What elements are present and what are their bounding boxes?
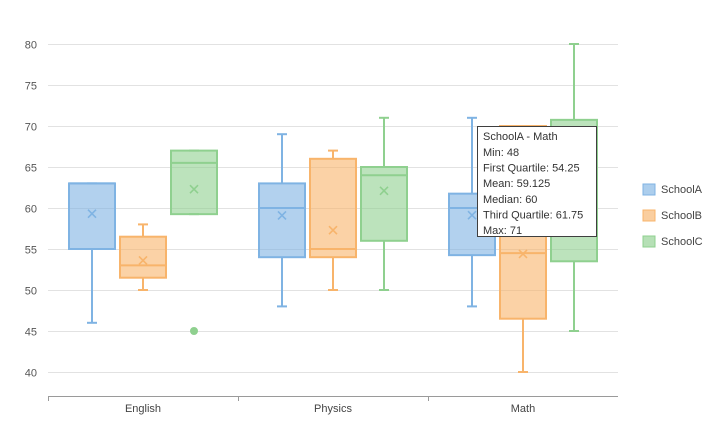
legend-item-SchoolB[interactable]: SchoolB bbox=[642, 209, 702, 222]
legend-label: SchoolB bbox=[661, 210, 702, 222]
legend: SchoolA SchoolB SchoolC bbox=[642, 183, 703, 248]
tooltip-title: SchoolA - Math bbox=[483, 131, 558, 143]
tooltip-line: First Quartile: 54.25 bbox=[483, 163, 580, 175]
outlier-point[interactable] bbox=[190, 327, 198, 335]
y-tick-label: 55 bbox=[25, 245, 37, 257]
mean-marker bbox=[87, 209, 97, 219]
box-body[interactable] bbox=[170, 149, 218, 216]
tooltip-line: Third Quartile: 61.75 bbox=[483, 209, 583, 221]
mean-marker bbox=[328, 225, 338, 235]
legend-swatch bbox=[642, 183, 656, 196]
legend-label: SchoolC bbox=[661, 236, 703, 248]
y-tick-label: 40 bbox=[25, 368, 37, 380]
tooltip-box bbox=[477, 126, 597, 237]
box-SchoolC-English[interactable] bbox=[170, 149, 218, 335]
box-body[interactable] bbox=[309, 157, 357, 259]
box-body[interactable] bbox=[360, 166, 408, 242]
y-tick-label: 70 bbox=[25, 122, 37, 134]
tooltip-line: Median: 60 bbox=[483, 194, 537, 206]
box-body[interactable] bbox=[258, 182, 306, 259]
y-tick-label: 65 bbox=[25, 163, 37, 175]
y-tick-label: 60 bbox=[25, 204, 37, 216]
legend-item-SchoolA[interactable]: SchoolA bbox=[642, 183, 703, 196]
box-body[interactable] bbox=[68, 182, 116, 250]
mean-marker bbox=[379, 186, 389, 196]
box-SchoolC-Physics[interactable] bbox=[360, 116, 408, 291]
tooltip: SchoolA - Math Min: 48 First Quartile: 54.… bbox=[477, 126, 597, 237]
mean-marker bbox=[277, 210, 287, 220]
y-tick-label: 50 bbox=[25, 286, 37, 298]
x-category-label: English bbox=[125, 403, 161, 415]
box-body[interactable] bbox=[119, 235, 167, 279]
box-SchoolA-English[interactable] bbox=[68, 182, 116, 324]
x-axis: English Physics Math bbox=[48, 396, 618, 415]
legend-swatch bbox=[642, 209, 656, 222]
mean-marker bbox=[138, 255, 148, 266]
mean-marker bbox=[189, 184, 199, 194]
y-tick-label: 80 bbox=[25, 40, 37, 52]
x-category-label: Physics bbox=[314, 403, 352, 415]
y-axis: 40 45 50 55 60 65 70 75 80 bbox=[25, 40, 37, 380]
legend-item-SchoolC[interactable]: SchoolC bbox=[642, 235, 703, 248]
tooltip-line: Max: 71 bbox=[483, 225, 522, 237]
legend-label: SchoolA bbox=[661, 184, 703, 196]
legend-swatch bbox=[642, 235, 656, 248]
y-tick-label: 45 bbox=[25, 327, 37, 339]
tooltip-line: Mean: 59.125 bbox=[483, 178, 550, 190]
box-SchoolB-English[interactable] bbox=[119, 223, 167, 291]
mean-marker bbox=[518, 249, 528, 259]
box-SchoolA-Physics[interactable] bbox=[258, 133, 306, 308]
x-category-label: Math bbox=[511, 403, 535, 415]
box-SchoolB-Physics[interactable] bbox=[309, 149, 357, 291]
mean-marker bbox=[467, 210, 477, 220]
tooltip-line: Min: 48 bbox=[483, 147, 519, 159]
y-tick-label: 75 bbox=[25, 81, 37, 93]
